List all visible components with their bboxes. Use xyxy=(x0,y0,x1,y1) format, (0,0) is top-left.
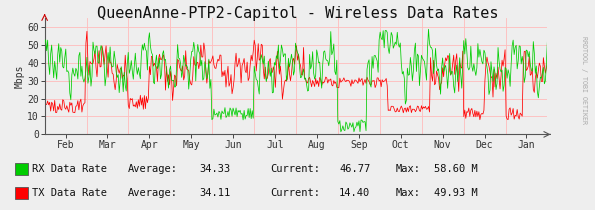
Text: RRDTOOL / TOBI OETIKER: RRDTOOL / TOBI OETIKER xyxy=(581,36,587,124)
Text: Current:: Current: xyxy=(271,188,321,198)
Text: Max:: Max: xyxy=(396,188,421,198)
Text: QueenAnne-PTP2-Capitol - Wireless Data Rates: QueenAnne-PTP2-Capitol - Wireless Data R… xyxy=(97,6,498,21)
Text: TX Data Rate: TX Data Rate xyxy=(32,188,107,198)
Y-axis label: Mbps: Mbps xyxy=(14,64,24,88)
Text: Average:: Average: xyxy=(128,164,178,174)
Text: Average:: Average: xyxy=(128,188,178,198)
Text: Max:: Max: xyxy=(396,164,421,174)
Text: 34.11: 34.11 xyxy=(199,188,231,198)
Text: 58.60 M: 58.60 M xyxy=(434,164,478,174)
Text: 34.33: 34.33 xyxy=(199,164,231,174)
Text: 46.77: 46.77 xyxy=(339,164,371,174)
Text: RX Data Rate: RX Data Rate xyxy=(32,164,107,174)
Text: 49.93 M: 49.93 M xyxy=(434,188,478,198)
Text: Current:: Current: xyxy=(271,164,321,174)
Text: 14.40: 14.40 xyxy=(339,188,371,198)
